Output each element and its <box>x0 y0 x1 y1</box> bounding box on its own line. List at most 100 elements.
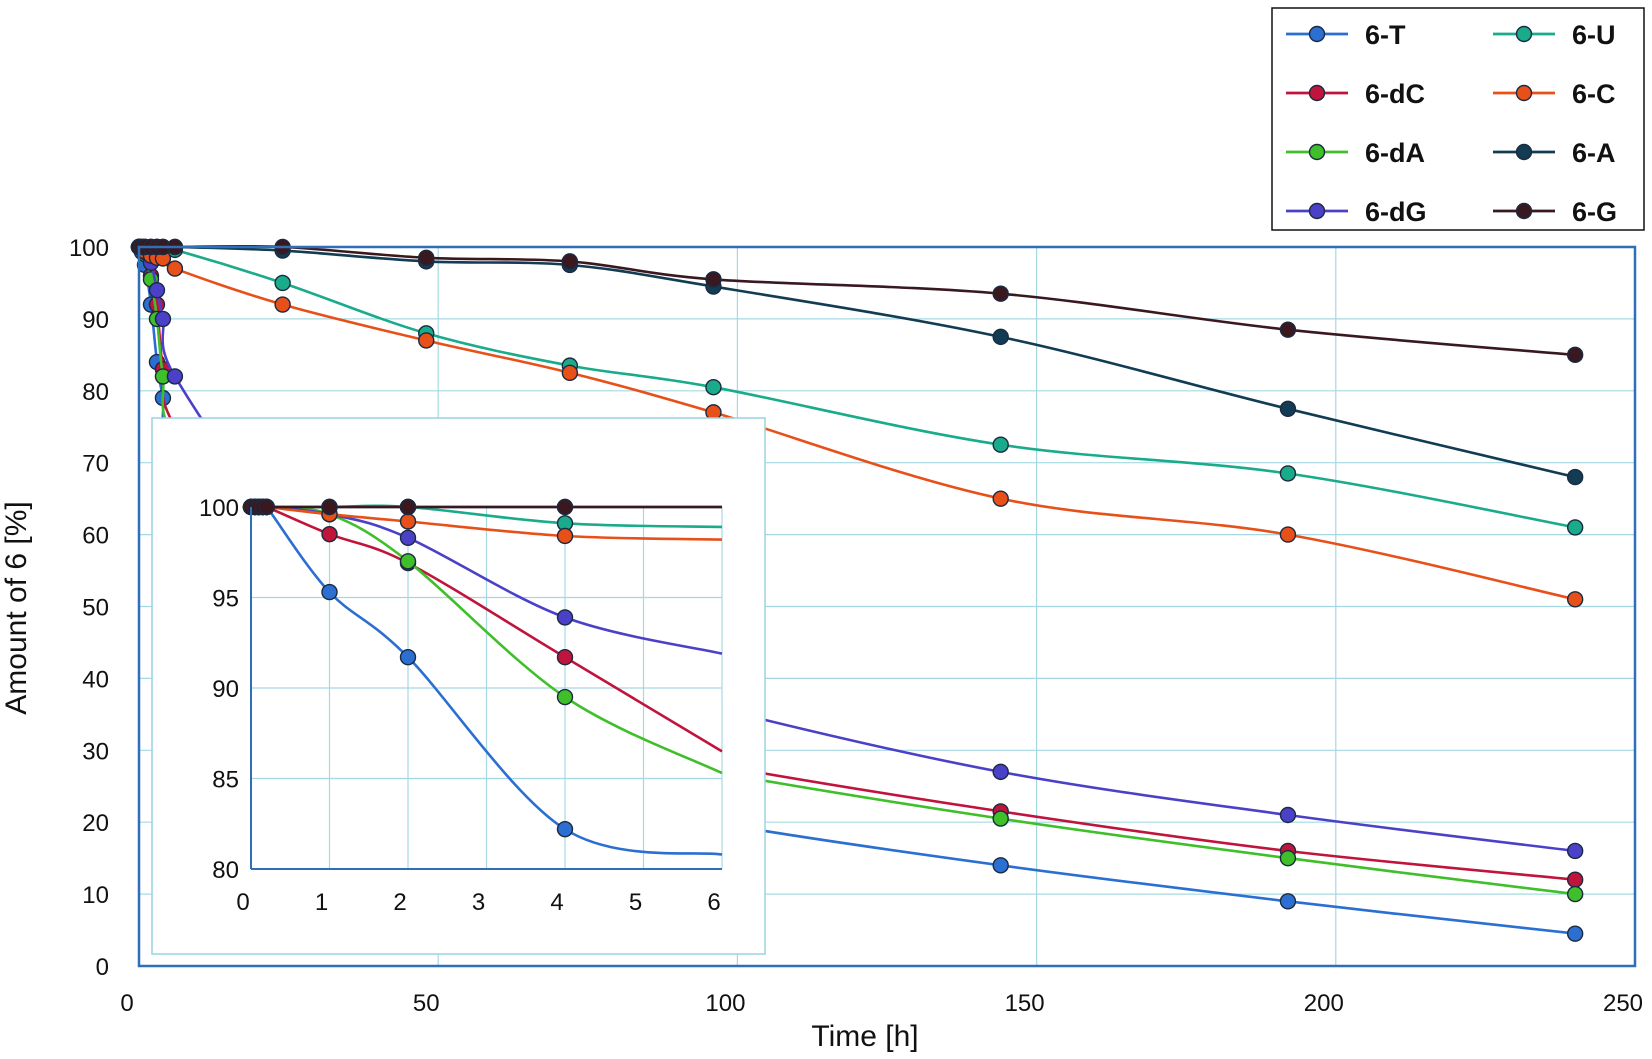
y-tick-label: 80 <box>82 379 109 406</box>
data-point <box>399 553 417 570</box>
legend-entry-6-t: 6-T <box>1286 20 1406 50</box>
data-point <box>992 436 1009 453</box>
legend-entry-6-c: 6-C <box>1493 79 1616 109</box>
data-point <box>321 498 338 516</box>
data-point <box>1566 346 1584 364</box>
y-tick-label: 0 <box>96 954 109 981</box>
data-point <box>1566 871 1584 888</box>
data-point <box>1279 400 1297 417</box>
x-tick-label: 100 <box>705 990 745 1017</box>
legend-entry-6-dg: 6-dG <box>1286 197 1427 227</box>
legend-swatch-marker <box>1515 84 1533 102</box>
data-point <box>992 763 1009 781</box>
data-point <box>399 513 417 530</box>
x-tick-label: 6 <box>707 889 720 916</box>
data-point <box>1279 465 1297 482</box>
y-tick-label: 95 <box>212 586 239 613</box>
data-point <box>556 688 574 706</box>
y-tick-label: 90 <box>82 307 109 334</box>
data-point <box>992 285 1009 302</box>
x-tick-label: 5 <box>629 889 642 916</box>
legend-label: 6-U <box>1572 20 1616 50</box>
y-tick-label: 80 <box>212 857 239 884</box>
data-point <box>258 498 275 516</box>
y-tick-label: 50 <box>82 595 109 622</box>
legend-entry-6-da: 6-dA <box>1286 138 1425 168</box>
data-point <box>1566 842 1584 860</box>
data-point <box>148 281 166 299</box>
data-point <box>418 249 435 266</box>
y-tick-label: 10 <box>82 882 109 909</box>
y-tick-label: 30 <box>82 738 109 765</box>
data-point <box>556 820 574 838</box>
y-tick-label: 100 <box>69 235 109 262</box>
legend-box <box>1271 7 1645 231</box>
data-point <box>1566 519 1584 536</box>
data-point <box>1279 849 1297 867</box>
data-point <box>556 649 574 666</box>
data-point <box>274 274 291 292</box>
data-point <box>321 525 338 543</box>
data-point <box>1566 591 1584 608</box>
y-tick-label: 70 <box>82 451 109 478</box>
x-tick-label: 150 <box>1005 990 1045 1017</box>
legend-label: 6-T <box>1365 20 1406 50</box>
legend-swatch-marker <box>1308 25 1326 43</box>
data-point <box>705 271 722 288</box>
data-point <box>556 498 574 516</box>
data-point <box>556 527 574 545</box>
data-point <box>705 379 722 396</box>
legend-label: 6-dC <box>1365 79 1425 109</box>
legend-entry-6-a: 6-A <box>1493 138 1616 168</box>
y-axis-title: Amount of 6 [%] <box>0 501 33 714</box>
legend-swatch-marker <box>1308 84 1326 102</box>
y-tick-label: 100 <box>199 495 239 522</box>
x-tick-label: 200 <box>1304 990 1344 1017</box>
x-tick-label: 0 <box>236 889 249 916</box>
legend-label: 6-G <box>1572 197 1617 227</box>
inset-panel <box>151 417 766 955</box>
inset-ticks: 0 1 2 3 4 5 6 80 85 90 95 100 <box>199 495 721 916</box>
x-axis-title: Time [h] <box>811 1020 918 1053</box>
data-point <box>1566 925 1584 942</box>
legend-label: 6-C <box>1572 79 1616 109</box>
x-tick-label: 50 <box>413 990 440 1017</box>
data-point <box>556 609 574 626</box>
data-point <box>1279 893 1297 910</box>
data-point <box>399 529 417 546</box>
data-point <box>1279 526 1297 543</box>
y-tick-label: 90 <box>212 676 239 703</box>
legend-entry-6-dc: 6-dC <box>1286 79 1425 109</box>
data-point <box>399 498 417 516</box>
y-tick-label: 85 <box>212 767 239 794</box>
x-tick-label: 1 <box>315 889 328 916</box>
x-tick-label: 3 <box>472 889 485 916</box>
main-plot-frame <box>137 245 1637 968</box>
legend-label: 6-A <box>1572 138 1616 168</box>
x-tick-label: 4 <box>550 889 563 916</box>
data-point <box>399 649 417 666</box>
y-tick-label: 40 <box>82 666 109 693</box>
legend-swatch-marker <box>1308 143 1326 161</box>
data-point <box>992 810 1009 827</box>
data-point <box>321 583 338 601</box>
data-point <box>992 328 1009 346</box>
legend: 6-T 6-dC 6-dA 6-dG 6-U 6-C 6-A 6-G <box>1271 7 1645 231</box>
data-point <box>561 253 579 270</box>
legend-entry-6-g: 6-G <box>1493 197 1617 227</box>
legend-swatch-marker <box>1515 202 1533 220</box>
data-point <box>1566 885 1584 903</box>
data-point <box>166 260 184 277</box>
data-point <box>274 296 291 313</box>
y-tick-label: 60 <box>82 523 109 550</box>
data-point <box>154 310 172 328</box>
data-point <box>418 332 435 349</box>
data-point <box>1566 468 1584 486</box>
data-point <box>992 857 1009 874</box>
data-point <box>561 364 579 382</box>
legend-swatch-marker <box>1308 202 1326 220</box>
data-point <box>1279 806 1297 824</box>
x-tick-label: 250 <box>1603 990 1643 1017</box>
